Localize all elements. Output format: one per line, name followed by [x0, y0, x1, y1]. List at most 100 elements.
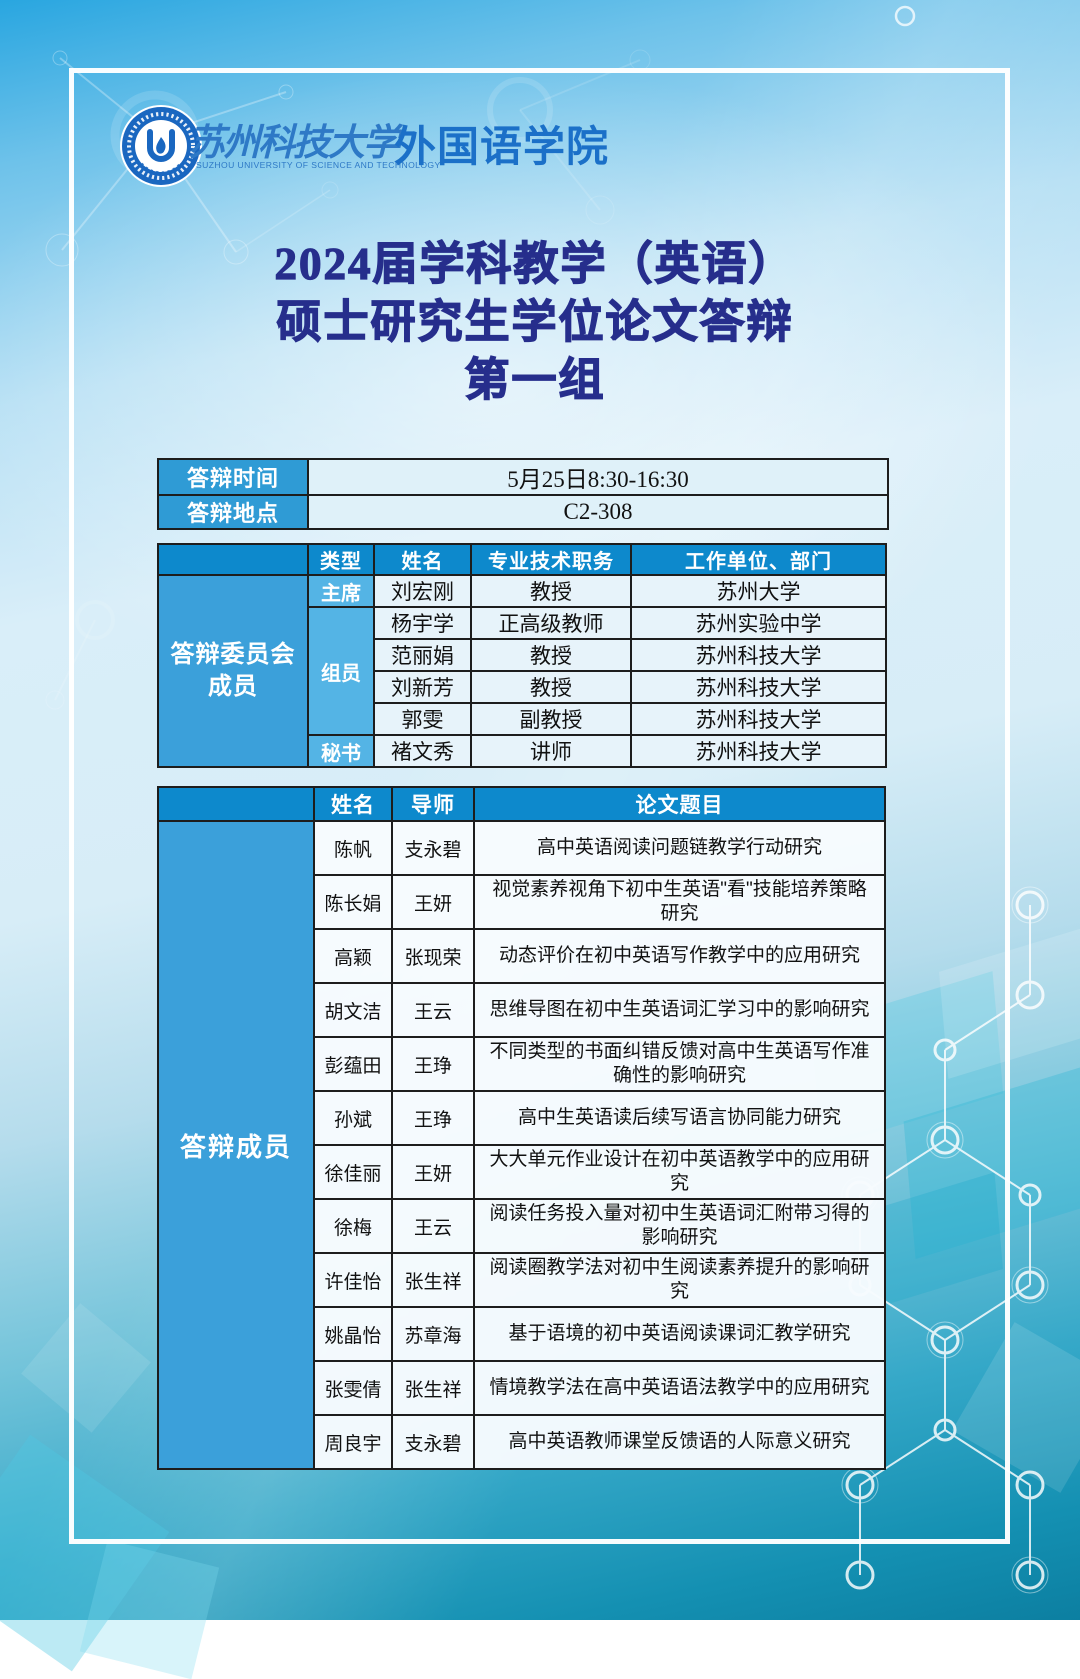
- student-name: 许佳怡: [313, 1252, 393, 1308]
- member-org: 苏州科技大学: [630, 638, 887, 672]
- thesis-title: 情境教学法在高中英语语法教学中的应用研究: [473, 1360, 886, 1416]
- students-header-cell: 姓名: [313, 786, 393, 822]
- member-name: 刘宏刚: [373, 574, 472, 608]
- committee-row: 组员 杨宇学 正高级教师 苏州实验中学: [158, 606, 887, 736]
- thesis-title: 阅读圈教学法对初中生阅读素养提升的影响研究: [473, 1252, 886, 1308]
- member-org: 苏州实验中学: [630, 606, 887, 640]
- thesis-title: 思维导图在初中生英语词汇学习中的影响研究: [473, 982, 886, 1038]
- member-type: 组员: [307, 606, 375, 736]
- member-title: 正高级教师: [470, 606, 632, 640]
- thesis-title: 视觉素养视角下初中生英语"看"技能培养策略研究: [473, 874, 886, 930]
- poster-title-line-2: 硕士研究生学位论文答辩: [276, 296, 794, 347]
- student-name: 陈长娟: [313, 874, 393, 930]
- student-name: 高颖: [313, 928, 393, 984]
- advisor-name: 支永碧: [391, 1414, 475, 1470]
- student-row: 许佳怡 张生祥 阅读圈教学法对初中生阅读素养提升的影响研究: [158, 1252, 886, 1308]
- committee-row: 答辩委员会成员 主席 刘宏刚 教授 苏州大学: [157, 574, 887, 768]
- committee-header-cell: 专业技术职务: [470, 543, 632, 576]
- students-header-cell: 导师: [391, 786, 475, 822]
- member-name: 杨宇学: [373, 606, 472, 640]
- student-name: 徐佳丽: [313, 1144, 393, 1200]
- students-table: 姓名 导师 论文题目 答辩成员 陈帆 支永碧 高中英语阅读问题链教学行动研究 陈长娟 王妍 视觉…: [157, 786, 886, 1470]
- student-row: 张雯倩 张生祥 情境教学法在高中英语语法教学中的应用研究: [158, 1360, 886, 1416]
- member-title: 讲师: [470, 734, 632, 768]
- info-row: 答辩时间 5月25日8:30-16:30: [157, 458, 889, 496]
- info-value: 5月25日8:30-16:30: [307, 458, 889, 496]
- info-row: 答辩地点 C2-308: [157, 494, 889, 530]
- thesis-title: 阅读任务投入量对初中生英语词汇附带习得的影响研究: [473, 1198, 886, 1254]
- students-corner-cell: [157, 786, 315, 822]
- student-name: 徐梅: [313, 1198, 393, 1254]
- thesis-title: 大大单元作业设计在初中英语教学中的应用研究: [473, 1144, 886, 1200]
- member-type: 秘书: [307, 734, 375, 768]
- committee-header-cell: 类型: [307, 543, 375, 576]
- committee-header-cell: 工作单位、部门: [630, 543, 887, 576]
- member-type: 主席: [307, 574, 375, 608]
- student-row: 徐佳丽 王妍 大大单元作业设计在初中英语教学中的应用研究: [158, 1144, 886, 1200]
- university-logo-icon: [120, 105, 202, 187]
- advisor-name: 张生祥: [391, 1252, 475, 1308]
- advisor-name: 王云: [391, 1198, 475, 1254]
- student-row: 高颖 张现荣 动态评价在初中英语写作教学中的应用研究: [158, 928, 886, 984]
- student-name: 彭蕴田: [313, 1036, 393, 1092]
- student-name: 陈帆: [313, 820, 393, 876]
- thesis-title: 高中生英语读后续写语言协同能力研究: [473, 1090, 886, 1146]
- advisor-name: 张生祥: [391, 1360, 475, 1416]
- committee-group-label: 答辩委员会成员: [157, 574, 309, 768]
- students-group-label: 答辩成员: [157, 820, 315, 1470]
- thesis-title: 不同类型的书面纠错反馈对高中生英语写作准确性的影响研究: [473, 1036, 886, 1092]
- student-row: 陈长娟 王妍 视觉素养视角下初中生英语"看"技能培养策略研究: [158, 874, 886, 930]
- member-name: 郭雯: [373, 702, 472, 736]
- info-value: C2-308: [307, 494, 889, 530]
- member-title: 教授: [470, 670, 632, 704]
- member-name: 褚文秀: [373, 734, 472, 768]
- university-name-calligraphy: 苏州科技大学: [188, 123, 400, 164]
- advisor-name: 张现荣: [391, 928, 475, 984]
- student-name: 孙斌: [313, 1090, 393, 1146]
- member-org: 苏州大学: [630, 574, 887, 608]
- student-row: 姚晶怡 苏章海 基于语境的初中英语阅读课词汇教学研究: [158, 1306, 886, 1362]
- advisor-name: 支永碧: [391, 820, 475, 876]
- info-label: 答辩时间: [157, 458, 309, 496]
- thesis-title: 基于语境的初中英语阅读课词汇教学研究: [473, 1306, 886, 1362]
- advisor-name: 王琤: [391, 1036, 475, 1092]
- student-name: 周良宇: [313, 1414, 393, 1470]
- member-org: 苏州科技大学: [630, 670, 887, 704]
- committee-table: 类型 姓名 专业技术职务 工作单位、部门 答辩委员会成员 主席 刘宏刚 教授 苏州大学 组员 杨宇…: [157, 543, 887, 768]
- college-name: 外国语学院: [394, 123, 610, 170]
- committee-row: 秘书 褚文秀 讲师 苏州科技大学: [158, 734, 887, 768]
- student-name: 胡文洁: [313, 982, 393, 1038]
- member-name: 范丽娟: [373, 638, 472, 672]
- poster-title-line-1: 2024届学科教学（英语）: [274, 238, 796, 289]
- member-name: 刘新芳: [373, 670, 472, 704]
- advisor-name: 王云: [391, 982, 475, 1038]
- student-row: 彭蕴田 王琤 不同类型的书面纠错反馈对高中生英语写作准确性的影响研究: [158, 1036, 886, 1092]
- committee-header-row: 类型 姓名 专业技术职务 工作单位、部门: [157, 543, 887, 576]
- student-row: 周良宇 支永碧 高中英语教师课堂反馈语的人际意义研究: [158, 1414, 886, 1470]
- committee-row: 范丽娟 教授 苏州科技大学: [158, 638, 887, 672]
- committee-row: 刘新芳 教授 苏州科技大学: [158, 670, 887, 704]
- poster-title-line-3: 第一组: [464, 354, 606, 405]
- advisor-name: 王琤: [391, 1090, 475, 1146]
- advisor-name: 王妍: [391, 1144, 475, 1200]
- committee-corner-cell: [157, 543, 309, 576]
- member-title: 教授: [470, 638, 632, 672]
- student-row: 徐梅 王云 阅读任务投入量对初中生英语词汇附带习得的影响研究: [158, 1198, 886, 1254]
- member-title: 副教授: [470, 702, 632, 736]
- student-row: 答辩成员 陈帆 支永碧 高中英语阅读问题链教学行动研究: [157, 820, 886, 1470]
- student-row: 胡文洁 王云 思维导图在初中生英语词汇学习中的影响研究: [158, 982, 886, 1038]
- students-header-cell: 论文题目: [473, 786, 886, 822]
- member-org: 苏州科技大学: [630, 702, 887, 736]
- member-title: 教授: [470, 574, 632, 608]
- info-label: 答辩地点: [157, 494, 309, 530]
- info-table: 答辩时间 5月25日8:30-16:30 答辩地点 C2-308: [157, 458, 889, 530]
- students-header-row: 姓名 导师 论文题目: [157, 786, 886, 822]
- student-name: 张雯倩: [313, 1360, 393, 1416]
- advisor-name: 苏章海: [391, 1306, 475, 1362]
- thesis-title: 动态评价在初中英语写作教学中的应用研究: [473, 928, 886, 984]
- thesis-title: 高中英语阅读问题链教学行动研究: [473, 820, 886, 876]
- student-name: 姚晶怡: [313, 1306, 393, 1362]
- committee-row: 郭雯 副教授 苏州科技大学: [158, 702, 887, 736]
- advisor-name: 王妍: [391, 874, 475, 930]
